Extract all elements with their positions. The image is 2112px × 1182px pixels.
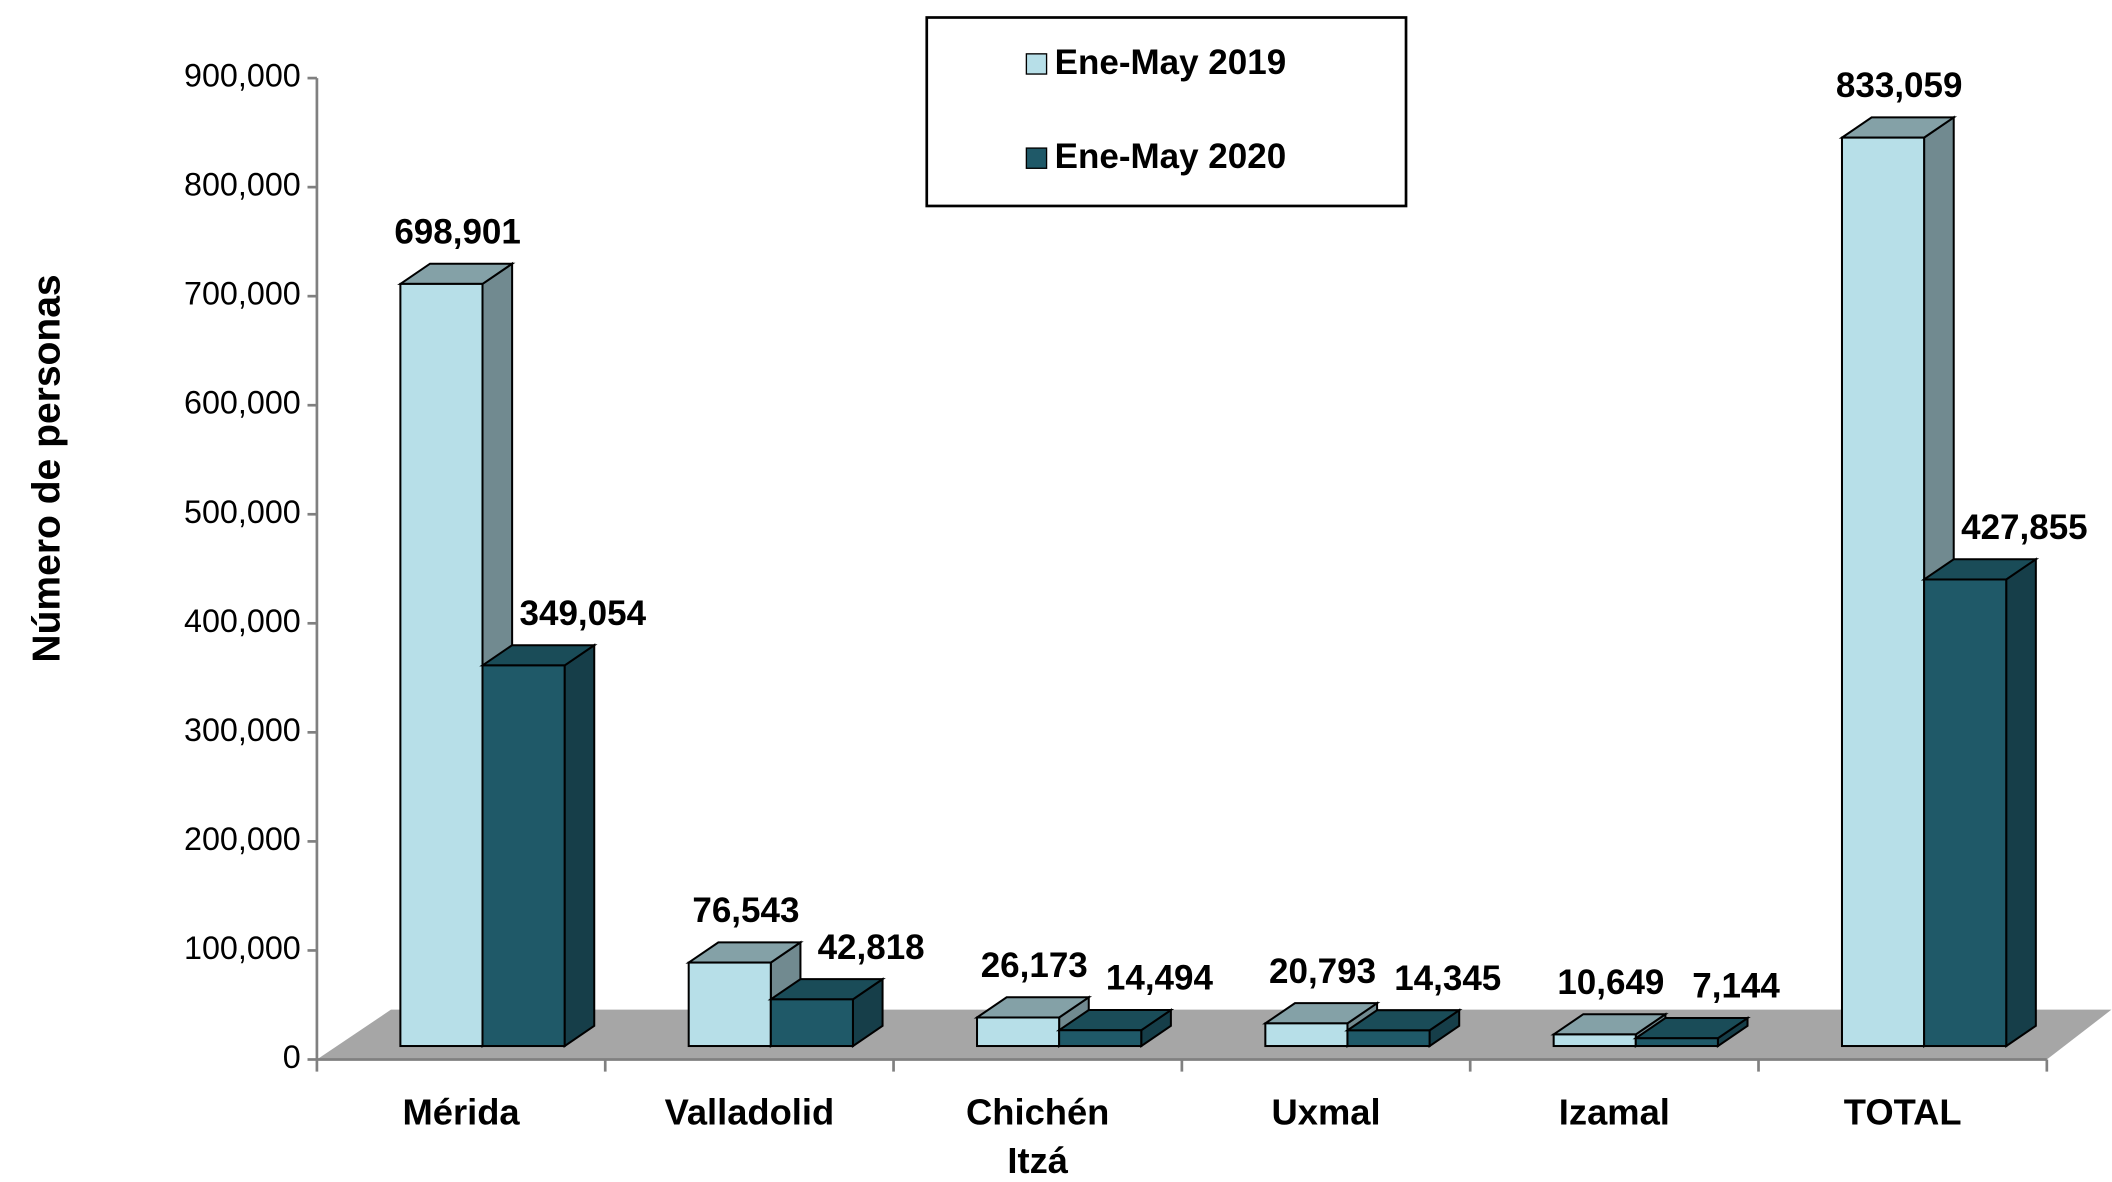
y-tick-label: 0 bbox=[283, 1039, 301, 1075]
bar-front bbox=[1264, 1022, 1349, 1048]
bar-side bbox=[2005, 557, 2037, 1048]
x-tick-label: Valladolid bbox=[665, 1091, 835, 1132]
y-tick-label: 900,000 bbox=[184, 58, 301, 94]
bar-front bbox=[769, 998, 854, 1048]
bar-front bbox=[1634, 1037, 1719, 1048]
data-label: 42,818 bbox=[818, 928, 925, 967]
bar bbox=[1055, 1008, 1175, 1048]
y-tick-label: 100,000 bbox=[184, 930, 301, 966]
data-label: 20,793 bbox=[1269, 952, 1376, 991]
bar-front bbox=[1058, 1029, 1143, 1048]
data-label: 349,054 bbox=[520, 594, 647, 633]
data-label: 14,494 bbox=[1106, 959, 1214, 998]
data-label: 7,144 bbox=[1692, 967, 1780, 1006]
data-label: 26,173 bbox=[981, 946, 1088, 985]
x-tick-label-line: Mérida bbox=[403, 1091, 521, 1132]
x-tick-label-line: TOTAL bbox=[1844, 1091, 1962, 1132]
bar bbox=[1632, 1016, 1751, 1048]
bar-side bbox=[563, 643, 596, 1048]
bar-front bbox=[1552, 1033, 1637, 1048]
x-tick-label-line: Uxmal bbox=[1272, 1091, 1381, 1132]
data-label: 833,059 bbox=[1836, 66, 1963, 105]
legend-swatch bbox=[1025, 147, 1048, 169]
x-tick-label-line: Itzá bbox=[1007, 1140, 1068, 1181]
y-tick-label: 200,000 bbox=[184, 821, 301, 857]
x-tick-label: Chichén Itzá bbox=[966, 1091, 1109, 1180]
legend-label: Ene-May 2019 bbox=[1055, 43, 1287, 82]
x-tick-label-line: Valladolid bbox=[665, 1091, 835, 1132]
legend-box bbox=[925, 16, 1408, 208]
y-tick-label: 700,000 bbox=[184, 276, 301, 312]
bar bbox=[1920, 557, 2040, 1048]
data-label: 76,543 bbox=[692, 891, 799, 930]
x-tick-label: Uxmal bbox=[1272, 1091, 1381, 1132]
bar bbox=[1344, 1008, 1463, 1048]
bar-front bbox=[399, 282, 484, 1048]
legend-swatch bbox=[1025, 53, 1048, 75]
x-tick-label: TOTAL bbox=[1844, 1091, 1962, 1132]
y-tick-label: 300,000 bbox=[184, 712, 301, 748]
data-label: 10,649 bbox=[1557, 963, 1664, 1002]
data-label: 14,345 bbox=[1394, 959, 1501, 998]
y-tick-label: 600,000 bbox=[184, 385, 301, 421]
legend-label: Ene-May 2020 bbox=[1055, 137, 1287, 176]
data-label: 427,855 bbox=[1961, 508, 2088, 547]
x-tick-label: Mérida bbox=[403, 1091, 521, 1132]
bar-front bbox=[1346, 1029, 1431, 1048]
y-tick-label: 500,000 bbox=[184, 494, 301, 530]
bar-front bbox=[481, 664, 566, 1048]
bar bbox=[479, 643, 598, 1048]
bar-front bbox=[1923, 578, 2008, 1048]
bar-front bbox=[976, 1016, 1061, 1048]
data-label: 698,901 bbox=[394, 212, 521, 251]
y-tick-label: 400,000 bbox=[184, 603, 301, 639]
bar-front bbox=[1840, 136, 1926, 1048]
x-tick-label-line: Chichén bbox=[966, 1091, 1109, 1132]
bar bbox=[767, 977, 886, 1048]
y-axis-title: Número de personas bbox=[25, 274, 68, 662]
y-tick-label: 800,000 bbox=[184, 167, 301, 203]
x-tick-label-line: Izamal bbox=[1559, 1091, 1670, 1132]
bar-front bbox=[687, 961, 772, 1048]
x-tick-label: Izamal bbox=[1559, 1091, 1670, 1132]
